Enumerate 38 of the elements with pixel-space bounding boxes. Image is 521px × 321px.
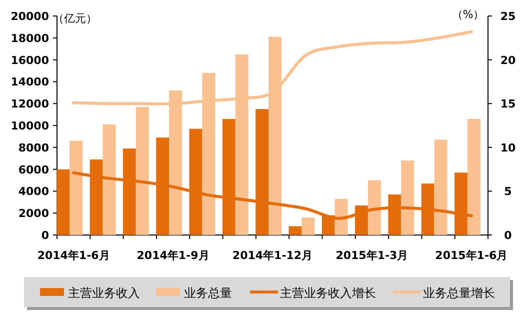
y-tick-label: 8000 (18, 141, 50, 154)
y-tick-label: 18000 (10, 32, 50, 45)
y2-tick-label: 10 (500, 141, 516, 154)
bar (368, 180, 381, 235)
bar (467, 118, 480, 235)
x-tick-label: 2015年1-3月 (336, 249, 408, 262)
legend-label: 业务总量增长 (423, 286, 495, 300)
bar (302, 217, 315, 235)
legend-label: 主营业务收入增长 (280, 286, 376, 300)
y2-tick-label: 5 (504, 185, 512, 198)
y-tick-label: 0 (41, 229, 50, 242)
bar (70, 140, 83, 235)
y2-tick-label: 15 (500, 98, 516, 111)
y-tick-label: 20000 (10, 10, 50, 23)
y-tick-label: 10000 (10, 120, 50, 132)
bar (56, 169, 70, 235)
y-tick-label: 12000 (10, 98, 50, 111)
x-tick-label: 2014年1-9月 (136, 249, 210, 262)
y2-axis-title: （%） (452, 8, 484, 21)
bar (288, 226, 302, 235)
bar (434, 140, 448, 235)
y-tick-label: 16000 (10, 54, 50, 67)
legend-label: 业务总量 (184, 286, 232, 300)
bar (136, 106, 149, 235)
y2-tick-label: 0 (504, 229, 512, 242)
x-tick-label: 2014年1-12月 (232, 249, 313, 262)
bar (401, 160, 414, 235)
x-tick-label: 2014年1-6月 (37, 249, 110, 262)
y2-tick-label: 25 (500, 10, 516, 23)
bar (102, 124, 116, 235)
y-tick-label: 4000 (18, 185, 50, 198)
y-tick-label: 6000 (18, 163, 50, 176)
y2-tick-label: 20 (500, 54, 516, 67)
x-tick-label: 2015年1-6月 (435, 249, 508, 262)
y-axis-title: （亿元） (53, 12, 97, 25)
legend-label: 主营业务收入 (68, 286, 140, 300)
y-tick-label: 2000 (18, 207, 50, 220)
y-tick-label: 14000 (10, 76, 50, 89)
